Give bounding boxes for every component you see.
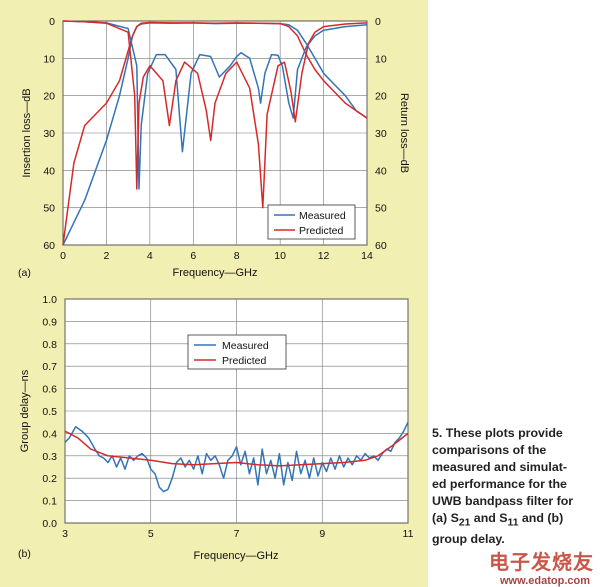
a-series-predicted-1: [62, 21, 368, 246]
b-y-tick-label: 0.2: [42, 473, 57, 485]
a-y-tick-label: 30: [43, 128, 55, 140]
chart-b-series: [64, 421, 409, 493]
caption-sub11: 11: [507, 517, 519, 529]
a-x-tick-label: 12: [318, 250, 330, 262]
caption-and: and S: [470, 511, 508, 525]
a-x-tick-label: 10: [274, 250, 286, 262]
caption-line-1: 5. These plots provide: [432, 426, 563, 440]
chart-b-legend-box: [187, 334, 287, 370]
b-x-tick-label: 5: [148, 528, 154, 540]
chart-b-x-ticks: 3 5 7 9 11: [62, 528, 414, 540]
chart-a-legend: Measured Predicted: [267, 204, 356, 240]
caption-line-6: (a) S21 and S11 and (b): [432, 510, 598, 531]
a-y2-tick-label: 60: [375, 240, 387, 252]
b-y-tick-label: 0.3: [42, 451, 57, 463]
a-y2-tick-label: 20: [375, 91, 387, 103]
chart-b-y-ticks: 0.0 0.1 0.2 0.3 0.4 0.5 0.6 0.7 0.8 0.9 1.0: [42, 294, 57, 530]
chart-a-x-ticks: 0 2 4 6 8 10 12 14: [60, 250, 373, 262]
chart-b-legend-predicted: Predicted: [222, 355, 267, 367]
b-series-measured-0: [64, 421, 409, 493]
chart-a-ylabel-right: Return loss—dB: [398, 93, 410, 173]
b-x-tick-label: 7: [234, 528, 240, 540]
a-y2-tick-label: 40: [375, 165, 387, 177]
chart-a-y-ticks-left: 0 10 20 30 40 50 60: [43, 16, 55, 252]
a-x-tick-label: 2: [104, 250, 110, 262]
chart-b-legend-measured: Measured: [222, 340, 269, 352]
b-y-tick-label: 1.0: [42, 294, 57, 306]
chart-a-grid: [62, 20, 368, 246]
a-y2-tick-label: 30: [375, 128, 387, 140]
a-series-measured-2: [62, 20, 368, 190]
caption-line-3: measured and simulat-: [432, 460, 567, 474]
b-y-tick-label: 0.1: [42, 496, 57, 508]
a-y-tick-label: 50: [43, 203, 55, 215]
chart-b-grid: [64, 298, 409, 524]
chart-a-series: [62, 20, 368, 246]
a-x-tick-label: 0: [60, 250, 66, 262]
chart-b-ylabel: Group delay—ns: [19, 369, 31, 452]
watermark-url: www.edatop.com: [499, 575, 590, 587]
a-y-tick-label: 0: [49, 16, 55, 28]
caption-part-a: (a) S: [432, 511, 459, 525]
chart-b-legend: Measured Predicted: [187, 334, 287, 370]
caption-line-4: ed performance for the: [432, 477, 567, 491]
caption-line-5: UWB bandpass filter for: [432, 494, 574, 508]
chart-b-panel-label: (b): [18, 548, 31, 560]
chart-a-panel-label: (a): [18, 267, 31, 279]
chart-a-legend-predicted: Predicted: [299, 225, 344, 237]
chart-b-xlabel: Frequency—GHz: [194, 550, 279, 562]
watermark: 电子发烧友: [489, 552, 594, 574]
caption-sub21: 21: [458, 517, 471, 529]
b-x-tick-label: 9: [319, 528, 325, 540]
chart-a-ylabel-left: Insertion loss—dB: [21, 88, 33, 177]
chart-b: 3 5 7 9 11 0.0 0.1 0.2 0.3 0.4 0.5 0.6 0.7 0.8 0.9 1.0…: [18, 294, 414, 562]
figure-caption: 5. These plots provide comparisons of th…: [432, 425, 598, 548]
chart-a-xlabel: Frequency—GHz: [173, 267, 258, 279]
b-y-tick-label: 0.4: [42, 428, 57, 440]
a-y2-tick-label: 0: [375, 16, 381, 28]
caption-part-b: and (b): [518, 511, 564, 525]
chart-a-y-ticks-right: 0 10 20 30 40 50 60: [375, 16, 387, 252]
b-y-tick-label: 0.0: [42, 518, 57, 530]
b-series-predicted-1: [64, 430, 409, 467]
a-y2-tick-label: 50: [375, 203, 387, 215]
a-x-tick-label: 6: [190, 250, 196, 262]
a-x-tick-label: 4: [147, 250, 153, 262]
a-y-tick-label: 40: [43, 165, 55, 177]
b-y-tick-label: 0.9: [42, 316, 57, 328]
caption-line-7: group delay.: [432, 532, 505, 547]
a-y-tick-label: 20: [43, 91, 55, 103]
b-x-tick-label: 3: [62, 528, 68, 540]
b-x-tick-label: 11: [403, 528, 414, 540]
a-y-tick-label: 10: [43, 53, 55, 65]
b-y-tick-label: 0.7: [42, 361, 57, 373]
a-x-tick-label: 8: [234, 250, 240, 262]
b-y-tick-label: 0.6: [42, 384, 57, 396]
a-y-tick-label: 60: [43, 240, 55, 252]
chart-a-legend-box: [267, 204, 356, 240]
caption-line-2: comparisons of the: [432, 443, 547, 457]
chart-a-legend-measured: Measured: [299, 210, 346, 222]
b-y-tick-label: 0.5: [42, 406, 57, 418]
a-series-predicted-3: [62, 20, 368, 209]
a-y2-tick-label: 10: [375, 53, 387, 65]
b-y-tick-label: 0.8: [42, 339, 57, 351]
a-x-tick-label: 14: [361, 250, 373, 262]
